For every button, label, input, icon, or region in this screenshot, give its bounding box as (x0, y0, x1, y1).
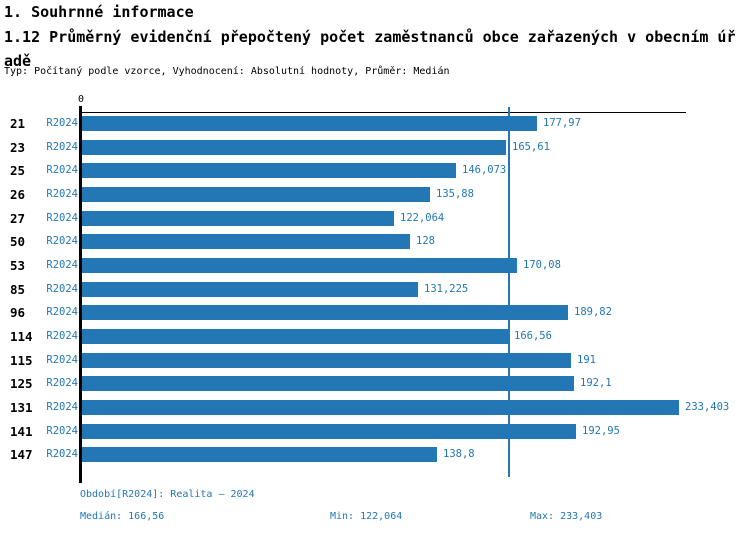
bar-value-label: 122,064 (400, 212, 445, 224)
series-period-label: R2024 (46, 330, 78, 342)
series-period-label: R2024 (46, 377, 78, 389)
series-period-label: R2024 (46, 212, 78, 224)
category-label: 50 (10, 234, 26, 249)
bar (82, 424, 576, 439)
bar (82, 116, 537, 131)
x-axis-line (79, 112, 686, 113)
page-title: 1. Souhrnné informace (4, 3, 194, 21)
bar (82, 163, 456, 178)
category-label: 96 (10, 305, 26, 320)
bar (82, 447, 437, 462)
chart-subtitle: 1.12 Průměrný evidenční přepočtený počet… (4, 28, 736, 70)
category-label: 23 (10, 140, 26, 155)
bar-value-label: 192,1 (580, 377, 612, 389)
bar-value-label: 165,61 (512, 141, 550, 153)
series-period-label: R2024 (46, 235, 78, 247)
category-label: 147 (10, 447, 33, 462)
bar (82, 376, 574, 391)
series-period-label: R2024 (46, 164, 78, 176)
bar (82, 353, 571, 368)
series-period-label: R2024 (46, 117, 78, 129)
category-label: 131 (10, 400, 33, 415)
series-period-label: R2024 (46, 448, 78, 460)
category-label: 125 (10, 376, 33, 391)
bar (82, 187, 430, 202)
bar-value-label: 189,82 (574, 306, 612, 318)
bar (82, 282, 418, 297)
bar-value-label: 131,225 (424, 283, 469, 295)
bar (82, 211, 394, 226)
series-period-label: R2024 (46, 425, 78, 437)
category-label: 26 (10, 187, 26, 202)
bar-value-label: 166,56 (514, 330, 552, 342)
y-axis-line (79, 106, 82, 483)
bar-value-label: 233,403 (685, 401, 730, 413)
category-label: 53 (10, 258, 26, 273)
bar-value-label: 177,97 (543, 117, 581, 129)
series-period-label: R2024 (46, 283, 78, 295)
bar-value-label: 128 (416, 235, 435, 247)
category-label: 115 (10, 353, 33, 368)
bar (82, 258, 517, 273)
footer-median-label: Medián: 166,56 (80, 511, 165, 522)
bar (82, 305, 568, 320)
bar (82, 400, 679, 415)
footer-min-label: Min: 122,064 (330, 511, 403, 522)
bar-value-label: 146,073 (462, 164, 507, 176)
bar-value-label: 170,08 (523, 259, 561, 271)
series-period-label: R2024 (46, 188, 78, 200)
bar-value-label: 138,8 (443, 448, 475, 460)
bar-value-label: 191 (577, 354, 596, 366)
footer-max-label: Max: 233,403 (530, 511, 603, 522)
x-axis-origin-label: 0 (77, 94, 85, 105)
series-period-label: R2024 (46, 401, 78, 413)
footer-period-label: Období[R2024]: Realita – 2024 (80, 489, 255, 500)
bar (82, 329, 508, 344)
series-period-label: R2024 (46, 259, 78, 271)
category-label: 21 (10, 116, 26, 131)
category-label: 85 (10, 282, 26, 297)
category-label: 27 (10, 211, 26, 226)
bar-value-label: 192,95 (582, 425, 620, 437)
chart-meta-line: Typ: Počítaný podle vzorce, Vyhodnocení:… (4, 66, 450, 77)
category-label: 25 (10, 163, 26, 178)
series-period-label: R2024 (46, 141, 78, 153)
bar (82, 140, 506, 155)
series-period-label: R2024 (46, 354, 78, 366)
median-reference-line (508, 107, 510, 477)
category-label: 114 (10, 329, 33, 344)
bar (82, 234, 410, 249)
series-period-label: R2024 (46, 306, 78, 318)
bar-value-label: 135,88 (436, 188, 474, 200)
category-label: 141 (10, 424, 33, 439)
